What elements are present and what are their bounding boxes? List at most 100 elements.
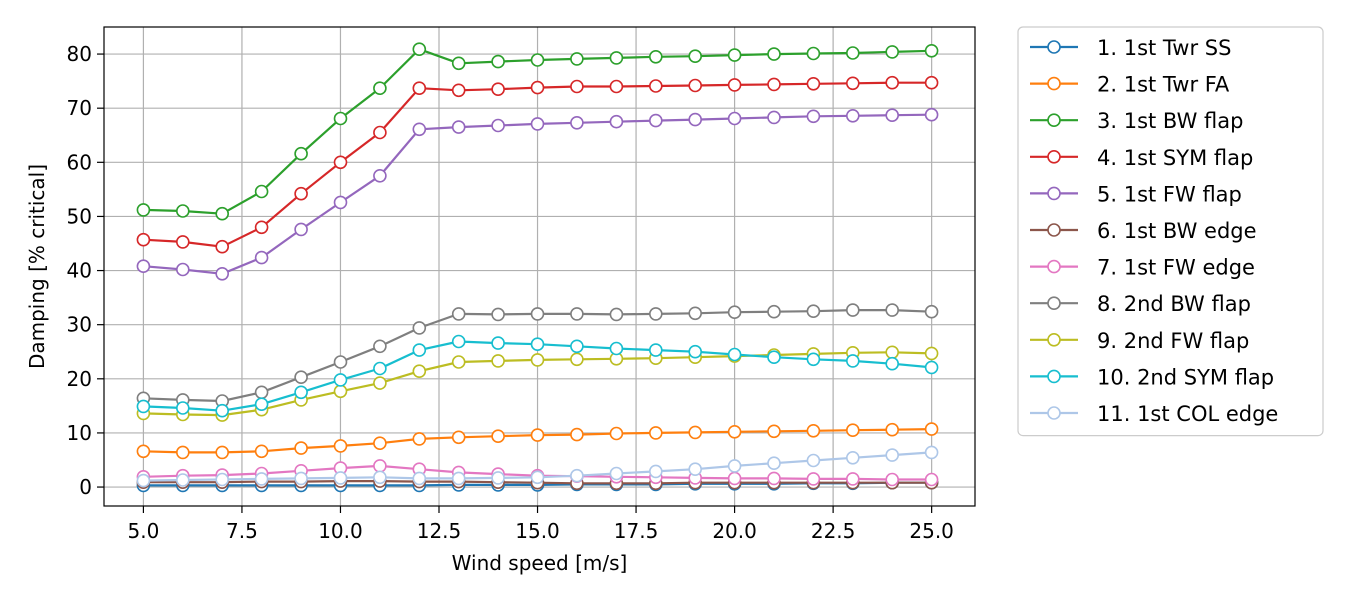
legend-label: 10. 2nd SYM flap <box>1097 365 1274 389</box>
data-point <box>254 472 269 486</box>
data-point <box>885 422 900 437</box>
data-point <box>609 307 624 322</box>
data-point <box>688 78 703 93</box>
data-point <box>373 339 387 354</box>
legend-label: 2. 1st Twr FA <box>1097 73 1230 97</box>
legend-label: 3. 1st BW flap <box>1097 109 1243 133</box>
data-point <box>885 472 900 487</box>
legend-item: 4. 1st SYM flap <box>1030 146 1253 170</box>
data-point <box>254 397 269 412</box>
data-point <box>412 42 427 57</box>
data-point <box>648 307 663 321</box>
data-point <box>491 307 505 322</box>
data-point <box>609 51 624 65</box>
data-point <box>530 117 545 131</box>
data-point <box>491 429 505 444</box>
data-point <box>727 459 742 473</box>
legend-marker <box>1047 150 1061 164</box>
data-point <box>924 472 939 487</box>
y-tick-label: 80 <box>67 42 92 66</box>
data-point <box>333 195 348 210</box>
x-tick-label: 10.0 <box>318 519 363 543</box>
data-point <box>688 49 703 64</box>
data-point <box>727 78 742 92</box>
data-point <box>609 426 624 441</box>
legend-marker <box>1047 113 1061 127</box>
data-point <box>845 109 860 123</box>
legend-item: 11. 1st COL edge <box>1030 402 1278 426</box>
data-point <box>176 401 190 415</box>
legend-label: 8. 2nd BW flap <box>1097 292 1251 316</box>
data-point <box>451 355 466 369</box>
data-point <box>136 203 151 217</box>
data-point <box>491 82 505 96</box>
data-point <box>412 364 427 379</box>
data-point <box>294 146 308 161</box>
y-tick-label: 10 <box>67 421 92 445</box>
x-tick-label: 22.5 <box>811 519 856 543</box>
legend-marker <box>1047 186 1061 201</box>
data-point <box>688 462 703 477</box>
data-point <box>609 114 624 129</box>
data-point <box>530 307 545 321</box>
y-axis-label: Damping [% critical] <box>25 164 49 369</box>
series-2 <box>136 422 939 460</box>
data-point <box>845 46 860 60</box>
data-point <box>373 361 387 376</box>
data-point <box>215 239 229 254</box>
data-point <box>530 428 545 442</box>
y-tick-label: 40 <box>67 259 92 283</box>
legend-marker <box>1047 332 1061 347</box>
legend-label: 4. 1st SYM flap <box>1097 146 1253 170</box>
data-point <box>924 445 939 460</box>
data-point <box>451 430 466 445</box>
data-point <box>373 436 387 451</box>
data-point <box>136 259 151 274</box>
data-point <box>727 48 742 62</box>
legend-marker <box>1047 369 1061 384</box>
data-point <box>570 468 584 483</box>
data-point <box>570 116 584 130</box>
data-point <box>333 384 348 399</box>
data-point <box>609 466 624 481</box>
series-5 <box>136 107 939 281</box>
legend-item: 9. 2nd FW flap <box>1030 329 1249 353</box>
data-point <box>924 107 939 122</box>
data-point <box>451 120 466 134</box>
legend-box <box>1017 26 1324 437</box>
data-point <box>373 470 387 485</box>
data-point <box>727 471 742 486</box>
data-point <box>136 473 151 488</box>
data-point <box>648 49 663 64</box>
series-4 <box>136 75 939 254</box>
x-tick-label: 25.0 <box>909 519 954 543</box>
series-layer <box>136 42 939 493</box>
legend-item: 6. 1st BW edge <box>1030 219 1257 243</box>
data-point <box>845 354 860 368</box>
data-point <box>373 125 387 140</box>
data-point <box>885 303 900 317</box>
data-point <box>648 464 663 479</box>
data-point <box>530 353 545 367</box>
data-point <box>215 403 229 418</box>
data-point <box>767 77 781 92</box>
data-point <box>176 204 190 218</box>
x-tick-label: 12.5 <box>417 519 462 543</box>
data-point <box>648 343 663 357</box>
x-tick-label: 20.0 <box>712 519 757 543</box>
data-point <box>491 354 505 368</box>
data-point <box>924 304 939 319</box>
data-point <box>294 471 308 486</box>
data-point <box>885 356 900 371</box>
data-point <box>767 110 781 125</box>
y-tick-label: 60 <box>67 150 92 174</box>
data-point <box>176 445 190 460</box>
series-11 <box>136 445 939 488</box>
data-point <box>412 343 427 357</box>
data-point <box>373 81 387 95</box>
data-point <box>845 423 860 438</box>
data-point <box>333 111 348 126</box>
data-point <box>451 471 466 486</box>
data-point <box>648 79 663 93</box>
legend-marker <box>1047 296 1061 311</box>
